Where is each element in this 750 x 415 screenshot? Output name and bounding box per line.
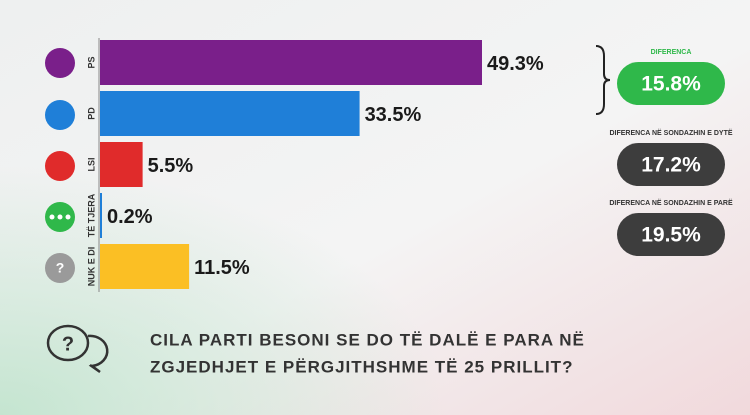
title-line: CILA PARTI BESONI SE DO TË DALË E PARA N… [150,330,585,349]
party-icons: ? [45,48,75,283]
value-label: 5.5% [148,155,194,177]
bar [100,91,360,136]
annotation-label: DIFERENCA [651,49,692,56]
bar [100,244,190,289]
title-line: ZGJEDHJET E PËRGJITHSHME TË 25 PRILLIT? [150,357,573,376]
annotation-label: DIFERENCA NË SONDAZHIN E PARË [609,199,733,207]
value-label: 33.5% [365,104,422,126]
annotation-value: 17.2% [641,154,701,177]
bar [100,40,482,85]
question-icon: ? [46,324,109,374]
value-label: 11.5% [194,257,250,279]
category-label: TË TJERA [86,193,96,237]
annotation-pill [617,62,725,105]
annotation-pill [617,143,725,186]
category-label: NUK E DI [86,247,96,287]
annotation-value: 19.5% [641,224,701,247]
value-label: 0.2% [107,206,153,228]
value-label: 49.3% [487,53,544,75]
svg-text:?: ? [62,333,74,355]
bar [100,193,102,238]
annotation-value: 15.8% [641,73,701,96]
category-label: PD [86,107,96,120]
annotation-label: DIFERENCA NË SONDAZHIN E DYTË [609,129,732,137]
bar [100,142,143,187]
category-label: PS [86,56,96,68]
bracket [595,45,611,115]
svg-text:?: ? [56,260,65,276]
annotation-pill [617,213,725,256]
category-label: LSI [86,157,96,171]
